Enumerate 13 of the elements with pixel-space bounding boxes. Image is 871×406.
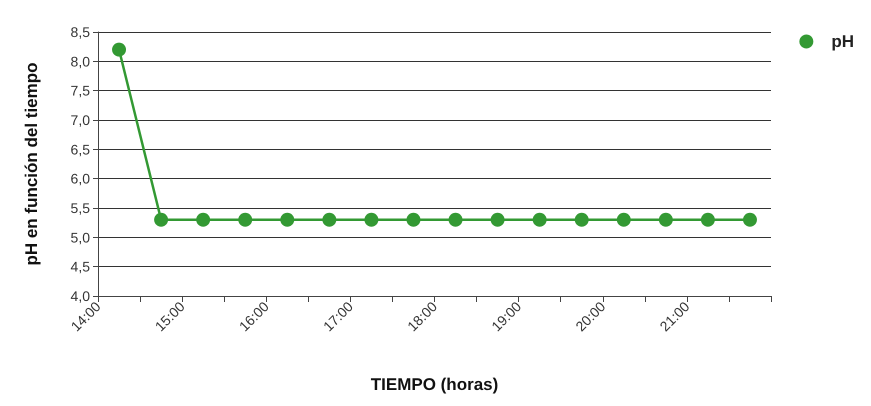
- legend-label: pH: [831, 32, 854, 51]
- y-axis-title: pH en función del tiempo: [22, 62, 41, 266]
- y-tick-label: 8,0: [70, 53, 90, 70]
- y-tick-label: 8,5: [70, 24, 90, 40]
- y-tick-label: 6,5: [70, 141, 90, 158]
- y-tick-label: 4,0: [70, 288, 90, 304]
- y-tick-label: 7,0: [70, 112, 90, 128]
- y-tick-label: 4,5: [70, 258, 90, 275]
- x-axis-title: TIEMPO (horas): [370, 375, 498, 394]
- y-tick-label: 5,5: [70, 200, 90, 216]
- y-tick-label: 6,0: [70, 170, 90, 187]
- y-tick-label: 5,0: [70, 229, 90, 246]
- y-tick-label: 7,5: [70, 82, 90, 99]
